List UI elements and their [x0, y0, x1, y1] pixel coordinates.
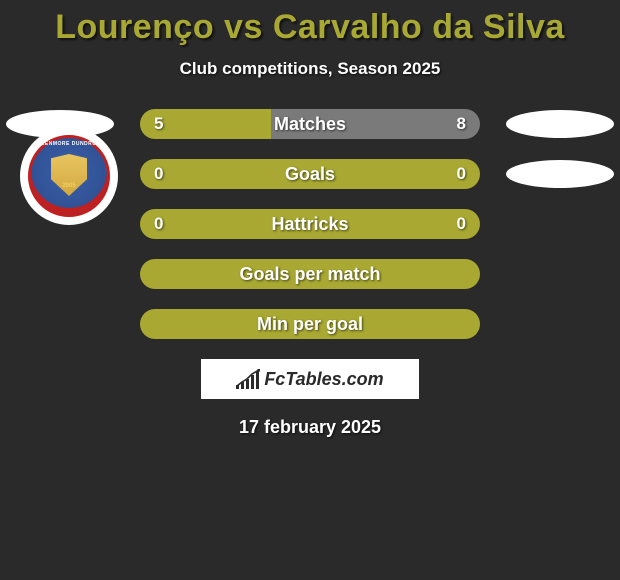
stat-label: Hattricks [140, 214, 480, 235]
branding-box: FcTables.com [201, 359, 419, 399]
stat-row-goals-per-match: Goals per match [0, 259, 620, 289]
stat-bar: Goals per match [140, 259, 480, 289]
stat-bar: 0 Goals 0 [140, 159, 480, 189]
stat-bar: 0 Hattricks 0 [140, 209, 480, 239]
player-oval-right [506, 110, 614, 138]
comparison-infographic: Lourenço vs Carvalho da Silva Club compe… [0, 0, 620, 446]
club-logo-inner: GLENMORE DUNDRUM 2005 [28, 135, 110, 217]
player-oval-right [506, 160, 614, 188]
club-logo-shield-icon [51, 154, 87, 196]
branding-text: FcTables.com [264, 369, 383, 390]
stat-label: Goals per match [140, 264, 480, 285]
stat-bar: Min per goal [140, 309, 480, 339]
stat-bar: 5 8 Matches [140, 109, 480, 139]
stat-label: Matches [140, 114, 480, 135]
stat-label: Min per goal [140, 314, 480, 335]
stat-row-goals: GLENMORE DUNDRUM 2005 0 Goals 0 [0, 159, 620, 189]
trend-line-icon [236, 369, 260, 389]
subtitle: Club competitions, Season 2025 [0, 59, 620, 79]
stat-label: Goals [140, 164, 480, 185]
club-logo-text: GLENMORE DUNDRUM [31, 141, 107, 147]
club-logo-year: 2005 [31, 183, 107, 189]
date-text: 17 february 2025 [0, 417, 620, 438]
stat-value-right: 0 [457, 214, 466, 234]
chart-icon [236, 369, 260, 389]
page-title: Lourenço vs Carvalho da Silva [0, 8, 620, 47]
stat-value-right: 0 [457, 164, 466, 184]
stat-row-min-per-goal: Min per goal [0, 309, 620, 339]
stat-row-hattricks: 0 Hattricks 0 [0, 209, 620, 239]
